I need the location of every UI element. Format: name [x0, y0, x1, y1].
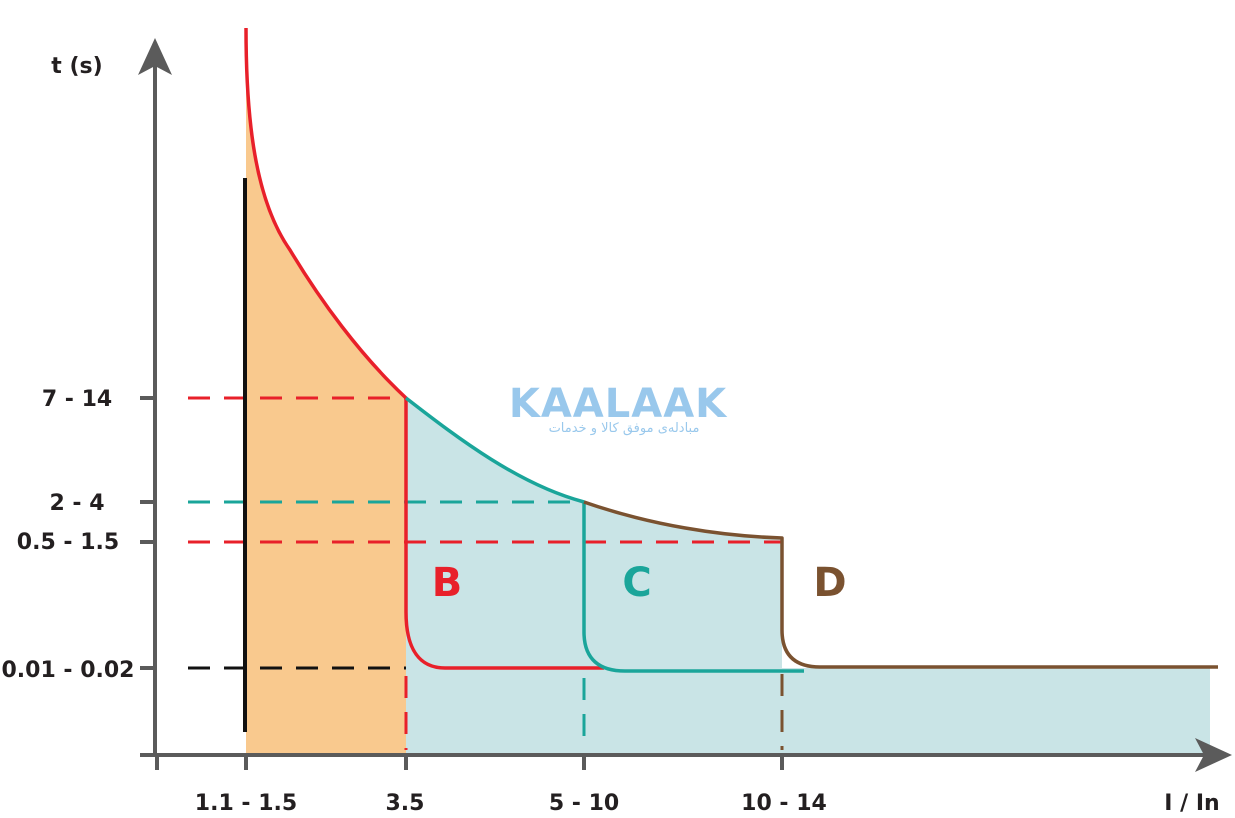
thermal-region: [246, 28, 406, 755]
curve-d-line: [583, 500, 1218, 669]
watermark-logo: KAALAAK مبادله‌ی موفق کالا و خدمات: [509, 381, 728, 436]
axis-ticks: [140, 396, 784, 770]
x-tick-label: 1.1 - 1.5: [195, 791, 297, 816]
y-tick-label: 0.01 - 0.02: [1, 658, 134, 683]
curve-b-line: [244, 27, 604, 670]
watermark-tagline: مبادله‌ی موفق کالا و خدمات: [549, 421, 700, 436]
x-tick-label: 5 - 10: [549, 791, 619, 816]
y-axis-arrow-icon: [138, 38, 172, 75]
x-axis-title: I / In: [1164, 791, 1219, 816]
x-tick-label: 3.5: [386, 791, 425, 816]
y-tick-label: 0.5 - 1.5: [17, 530, 119, 555]
y-tick-label: 2 - 4: [49, 491, 104, 516]
x-axis-arrow-icon: [1195, 738, 1232, 772]
y-tick-label: 7 - 14: [42, 387, 112, 412]
curve-b-label: B: [432, 560, 463, 606]
x-tick-label: 10 - 14: [741, 791, 827, 816]
curve-c-label: C: [622, 560, 651, 606]
curve-d-label: D: [813, 560, 846, 606]
guide-lines: [188, 396, 784, 750]
y-axis-title: t (s): [51, 54, 102, 79]
curve-c-line: [404, 396, 804, 673]
magnetic-region: [406, 398, 1210, 755]
watermark-brand: KAALAAK: [509, 381, 728, 427]
